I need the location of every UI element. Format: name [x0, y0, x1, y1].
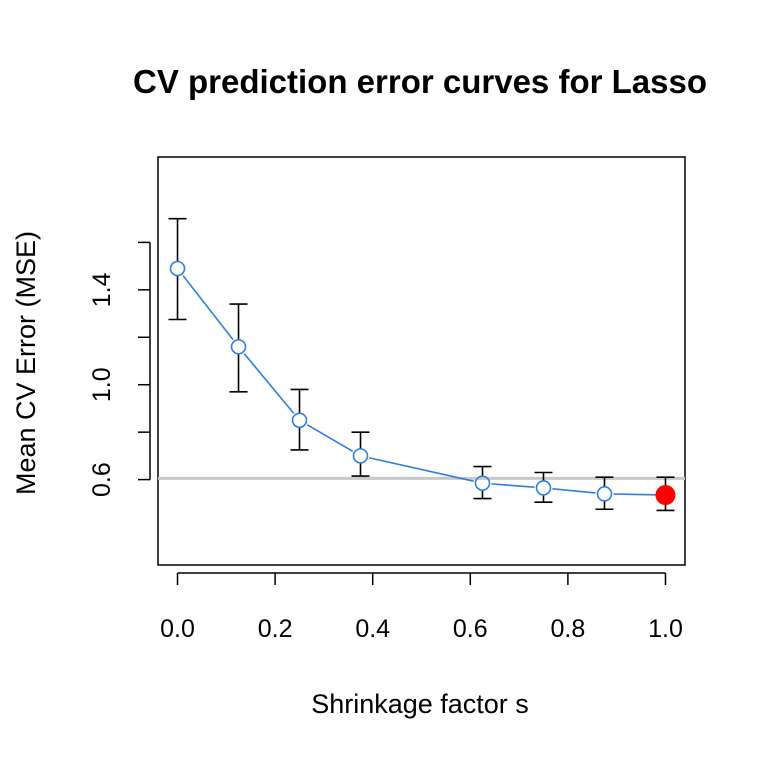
- data-point: [352, 448, 369, 464]
- y-axis-label: Mean CV Error (MSE): [11, 231, 41, 495]
- x-tick-label: 0.6: [453, 615, 488, 643]
- series-line-segment: [369, 457, 474, 482]
- data-point: [596, 486, 613, 502]
- series-line-segment: [491, 483, 535, 489]
- data-point: [230, 338, 247, 355]
- plot-area: 0.0 0.2 0.4 0.6 0.8 1.0 0.6 1.0 1.4: [88, 156, 686, 643]
- y-tick-label: 1.4: [88, 272, 116, 307]
- data-point: [535, 480, 552, 496]
- series-line-segment: [552, 487, 596, 494]
- highlight-point: [655, 485, 676, 506]
- data-point: [474, 475, 491, 491]
- x-tick-label: 0.0: [160, 615, 195, 643]
- plot-frame: [157, 156, 686, 566]
- x-axis-label: Shrinkage factor s: [311, 689, 529, 719]
- x-tick-label: 0.4: [355, 615, 390, 643]
- chart-title: CV prediction error curves for Lasso: [133, 63, 707, 100]
- x-tick-label: 0.2: [258, 615, 293, 643]
- series-line-segment: [243, 353, 295, 414]
- series-line-segment: [306, 424, 354, 453]
- data-point: [169, 260, 186, 277]
- data-point: [291, 412, 308, 429]
- x-tick-label: 1.0: [648, 615, 683, 643]
- y-tick-label: 0.6: [88, 462, 116, 497]
- y-tick-label: 1.0: [88, 367, 116, 402]
- series-line-segment: [182, 275, 234, 341]
- x-tick-label: 0.8: [551, 615, 586, 643]
- series-line-segment: [613, 493, 657, 496]
